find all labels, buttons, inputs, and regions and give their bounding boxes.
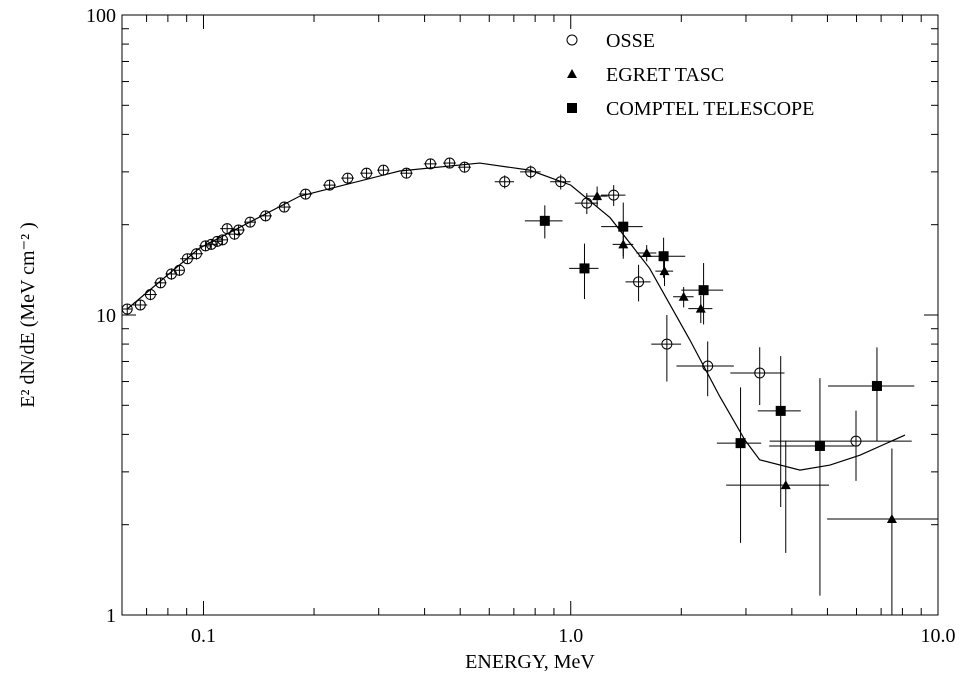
marker	[155, 277, 167, 289]
marker	[181, 253, 193, 265]
legend-marker	[566, 34, 578, 46]
marker	[324, 179, 336, 191]
marker	[244, 216, 256, 228]
model-curve	[126, 162, 906, 471]
plot-frame	[121, 14, 939, 616]
legend-marker	[567, 103, 577, 113]
marker	[780, 480, 791, 490]
marker	[278, 201, 290, 213]
marker	[342, 172, 354, 184]
marker	[633, 276, 645, 288]
marker	[361, 167, 373, 179]
marker	[525, 166, 537, 178]
marker	[702, 360, 714, 372]
marker	[229, 228, 241, 240]
y-axis-label: E² dN/dE (MeV cm⁻² )	[17, 222, 39, 407]
marker	[678, 291, 689, 301]
marker	[424, 158, 436, 170]
marker	[217, 234, 229, 246]
marker	[871, 380, 882, 391]
marker	[698, 285, 709, 296]
marker	[659, 266, 670, 276]
x-tick-label: 0.1	[191, 625, 216, 647]
marker	[539, 215, 550, 226]
marker	[300, 188, 312, 200]
marker	[735, 438, 746, 449]
marker	[377, 164, 389, 176]
legend-label: OSSE	[606, 30, 655, 52]
marker	[886, 513, 897, 523]
x-tick-label: 1.0	[558, 625, 583, 647]
marker	[814, 440, 825, 451]
y-tick-label: 100	[86, 5, 116, 27]
marker	[658, 251, 669, 262]
marker	[122, 303, 133, 315]
marker	[641, 247, 652, 257]
marker	[205, 238, 217, 250]
marker	[618, 221, 629, 232]
marker	[233, 224, 245, 236]
marker	[459, 161, 471, 173]
plot-area	[122, 157, 938, 615]
marker	[555, 176, 567, 188]
marker	[400, 167, 412, 179]
legend-label: COMPTEL TELESCOPE	[606, 98, 814, 120]
marker	[775, 405, 786, 416]
marker	[754, 367, 766, 379]
legend-marker	[567, 69, 577, 78]
marker	[579, 263, 590, 274]
marker	[200, 240, 212, 252]
marker	[190, 248, 202, 260]
y-tick-label: 10	[96, 305, 116, 327]
marker	[581, 197, 593, 209]
marker	[499, 176, 511, 188]
marker	[661, 338, 673, 350]
x-tick-label: 10.0	[921, 625, 956, 647]
marker	[144, 289, 156, 301]
marker	[592, 191, 603, 201]
marker	[444, 157, 456, 169]
x-axis-label: ENERGY, MeV	[465, 651, 595, 673]
y-tick-label: 1	[106, 605, 116, 627]
marker	[608, 189, 620, 201]
marker	[221, 223, 233, 235]
marker	[134, 299, 146, 311]
legend-label: EGRET TASC	[606, 64, 724, 86]
marker	[260, 210, 272, 222]
marker	[173, 264, 185, 276]
